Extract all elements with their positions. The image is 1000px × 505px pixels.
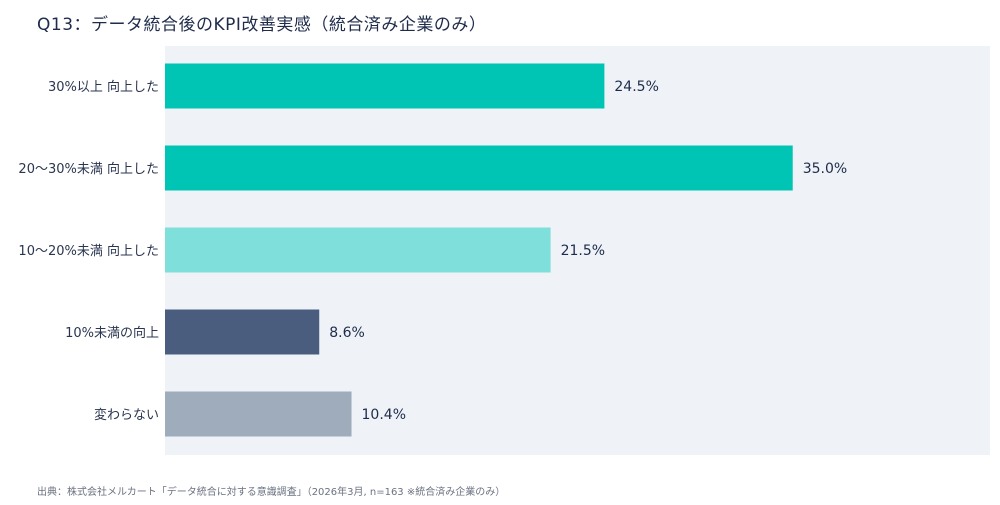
category-label-1: 30%以上 向上した [48, 79, 159, 95]
bar-1 [165, 63, 605, 109]
bar-2 [165, 145, 793, 191]
bar-4 [165, 309, 320, 355]
category-label-5: 変わらない [94, 407, 159, 423]
bar-3 [165, 227, 551, 273]
value-label-5: 10.4% [362, 407, 406, 423]
category-label-3: 10〜20%未満 向上した [18, 243, 159, 259]
value-label-2: 35.0% [803, 161, 847, 177]
value-label-3: 21.5% [561, 243, 605, 259]
source-note: 出典：株式会社メルカート「データ統合に対する意識調査」（2026年3月, n=1… [37, 487, 506, 498]
bar-5 [165, 391, 352, 437]
category-label-2: 20〜30%未満 向上した [18, 161, 159, 177]
value-label-1: 24.5% [614, 79, 658, 95]
category-label-4: 10%未満の向上 [65, 325, 159, 341]
value-label-4: 8.6% [329, 325, 365, 341]
chart-title: Q13：データ統合後のKPI改善実感（統合済み企業のみ） [37, 15, 487, 35]
